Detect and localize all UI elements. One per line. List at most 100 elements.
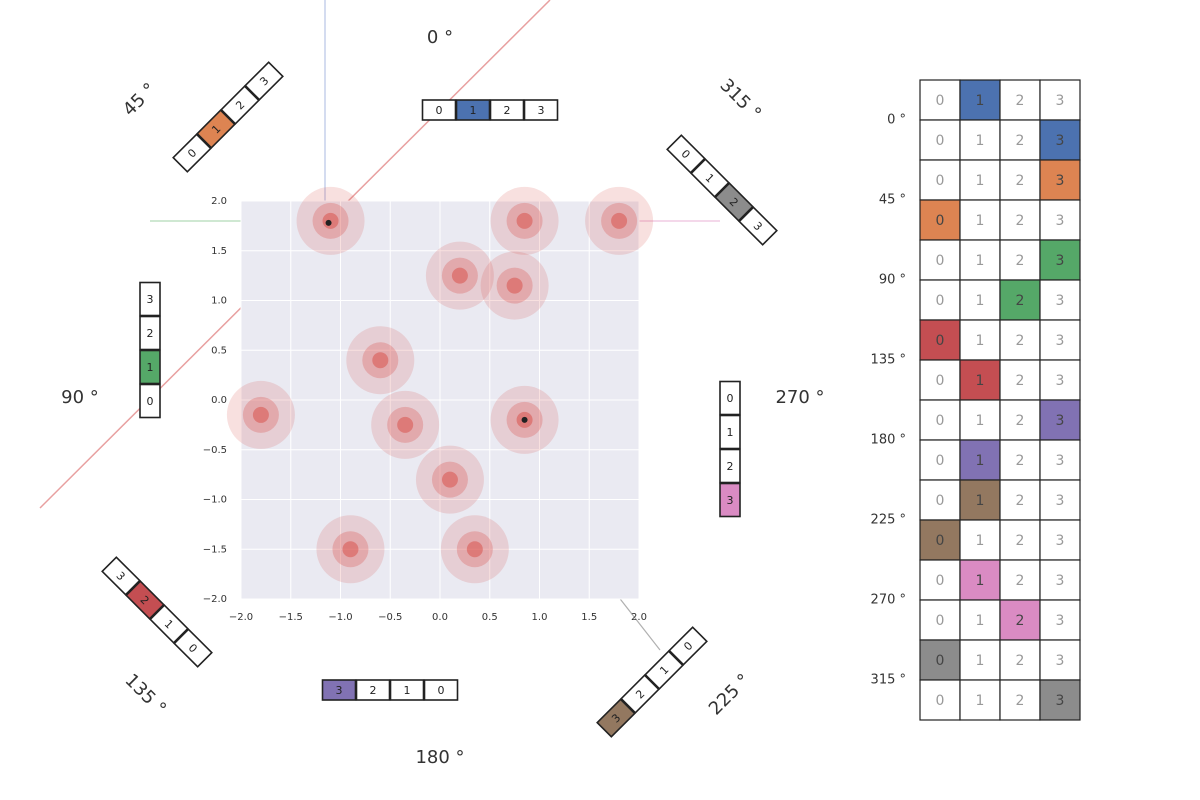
cell-box	[719, 448, 741, 484]
y-tick-label: −0.5	[203, 445, 227, 456]
table-cell-label: 2	[1016, 133, 1025, 149]
table-cell-label: 1	[976, 253, 985, 269]
table-cell-label: 2	[1016, 373, 1025, 389]
row-label: 270 °	[871, 593, 906, 608]
cell-box	[101, 556, 141, 596]
strip-cell: 3	[244, 61, 284, 101]
table-cell-label: 0	[936, 173, 945, 189]
table-cell-label: 1	[976, 493, 985, 509]
table-cell	[999, 79, 1041, 121]
table-cell-label: 1	[976, 453, 985, 469]
strip-cell: 3	[101, 556, 141, 596]
angle-label: 45 °	[119, 79, 160, 120]
strip-cell: 1	[389, 679, 425, 701]
table-cell	[1039, 639, 1081, 681]
cell-box	[690, 158, 730, 198]
table-cell-label: 0	[936, 333, 945, 349]
table-cell-label: 3	[1056, 253, 1065, 269]
table-cell-label: 0	[936, 453, 945, 469]
table-cell	[959, 599, 1001, 641]
cell-box	[196, 109, 236, 149]
cell-label: 1	[404, 684, 411, 697]
cell-box	[244, 61, 284, 101]
strip-cell: 1	[719, 414, 741, 450]
table-cell-label: 1	[976, 533, 985, 549]
strip-cell: 3	[321, 679, 357, 701]
strip-cell: 2	[139, 315, 161, 351]
cell-box	[355, 679, 391, 701]
table-cell-label: 3	[1056, 173, 1065, 189]
table-cell-label: 0	[936, 93, 945, 109]
angle-label: 315 °	[716, 75, 766, 125]
strip-cell: 1	[196, 109, 236, 149]
strip-cell: 2	[125, 580, 165, 620]
table-cell	[1039, 439, 1081, 481]
cell-box	[139, 315, 161, 351]
table-cell	[1039, 319, 1081, 361]
x-tick-label: 1.5	[581, 612, 597, 623]
strip-cell: 3	[523, 99, 559, 121]
strip-cell: 0	[172, 133, 212, 173]
cell-box	[173, 628, 213, 668]
table-cell-label: 3	[1056, 93, 1065, 109]
y-tick-label: −2.0	[203, 594, 227, 605]
row-label: 315 °	[871, 673, 906, 688]
table-cell	[959, 559, 1001, 601]
table-cell	[959, 399, 1001, 441]
table-cell	[1039, 159, 1081, 201]
table-cell	[919, 439, 961, 481]
cell-box	[719, 414, 741, 450]
x-tick-label: −2.0	[229, 612, 253, 623]
table-cell-label: 3	[1056, 613, 1065, 629]
cell-label: 3	[538, 104, 545, 117]
strip-cell: 0	[668, 626, 708, 666]
table-cell	[999, 599, 1041, 641]
y-tick-label: 1.5	[211, 246, 227, 257]
table-cell-label: 2	[1016, 93, 1025, 109]
cell-label: 2	[727, 460, 734, 473]
y-tick-label: −1.5	[203, 544, 227, 555]
cell-box	[125, 580, 165, 620]
x-tick-label: 0.5	[482, 612, 498, 623]
table-cell-label: 1	[976, 653, 985, 669]
contour-peak	[342, 541, 359, 558]
table-cell	[1039, 119, 1081, 161]
x-tick-label: −1.5	[279, 612, 303, 623]
table-cell	[999, 159, 1041, 201]
table-cell	[959, 279, 1001, 321]
table-cell	[959, 639, 1001, 681]
table-cell-label: 0	[936, 653, 945, 669]
strip-cell: 1	[644, 650, 684, 690]
contour-peak	[252, 406, 269, 423]
strip-cell: 1	[690, 158, 730, 198]
row-label: 90 °	[879, 273, 906, 288]
cell-box	[644, 650, 684, 690]
cell-label: 0	[727, 392, 734, 405]
table-cell	[999, 359, 1041, 401]
table-cell	[919, 639, 961, 681]
cell-box	[139, 281, 161, 317]
table-cell-label: 0	[936, 373, 945, 389]
table-cell-label: 2	[1016, 493, 1025, 509]
table-cell-label: 0	[936, 413, 945, 429]
x-tick-label: 0.0	[432, 612, 448, 623]
contour-peak	[451, 267, 468, 284]
row-label: 180 °	[871, 433, 906, 448]
cell-box	[620, 674, 660, 714]
table-cell	[999, 399, 1041, 441]
cell-box	[220, 85, 260, 125]
table-cell	[1039, 679, 1081, 721]
angle-label: 0 °	[427, 27, 453, 48]
table-cell-label: 2	[1016, 533, 1025, 549]
table-cell-label: 2	[1016, 413, 1025, 429]
strip-cell: 2	[355, 679, 391, 701]
table-cell-label: 2	[1016, 693, 1025, 709]
table-cell-label: 2	[1016, 293, 1025, 309]
table-cell	[999, 199, 1041, 241]
table-cell	[1039, 239, 1081, 281]
cell-box	[423, 679, 459, 701]
table-cell-label: 2	[1016, 253, 1025, 269]
table-cell	[999, 559, 1041, 601]
cell-label: 0	[436, 104, 443, 117]
